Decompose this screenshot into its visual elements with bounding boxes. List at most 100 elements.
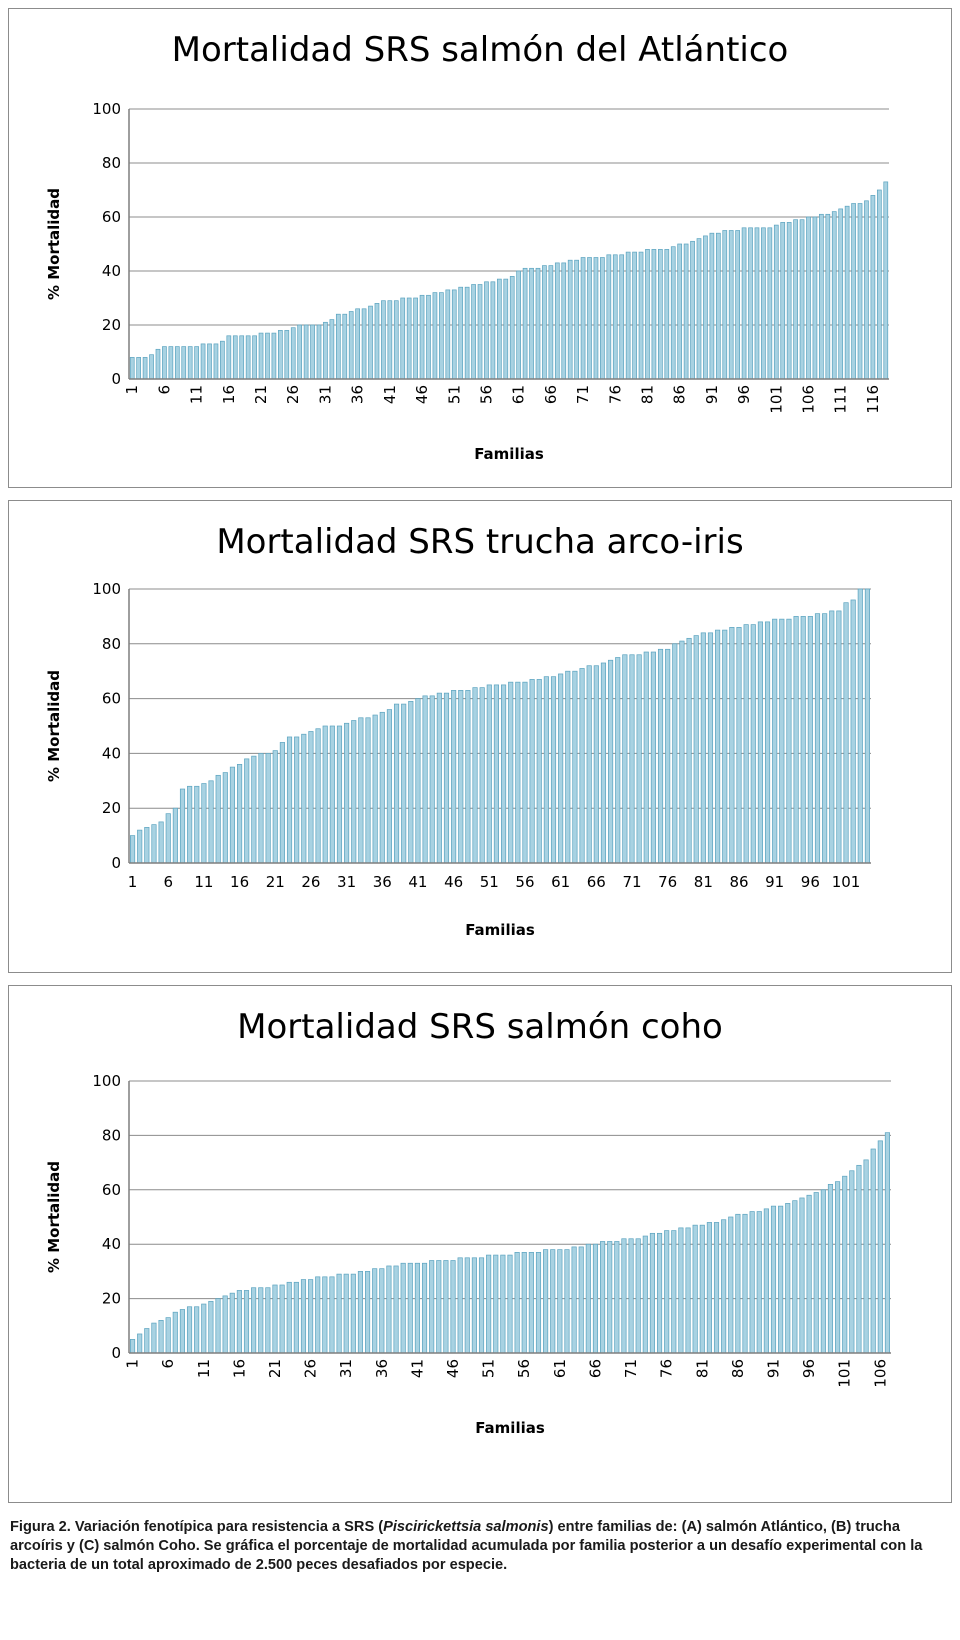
bar bbox=[243, 1290, 250, 1354]
bar bbox=[561, 262, 567, 380]
bar bbox=[625, 251, 631, 380]
bar bbox=[429, 1260, 435, 1354]
bar bbox=[387, 300, 393, 380]
bar bbox=[208, 780, 214, 864]
y-axis-label: % Mortalidad bbox=[45, 188, 63, 300]
y-axis-label: % Mortalidad bbox=[45, 670, 63, 782]
bar bbox=[316, 324, 322, 380]
bar bbox=[419, 294, 425, 380]
bar bbox=[750, 624, 756, 864]
bar bbox=[458, 690, 464, 864]
x-tick-label: 81 bbox=[693, 1359, 711, 1378]
bar bbox=[400, 1262, 406, 1354]
bar bbox=[843, 602, 849, 864]
x-tick-label: 91 bbox=[764, 1359, 782, 1378]
bar bbox=[187, 785, 193, 864]
bar bbox=[215, 1298, 221, 1354]
bar bbox=[443, 692, 450, 864]
bar bbox=[286, 736, 293, 864]
x-tick-label: 6 bbox=[155, 385, 173, 395]
bar bbox=[819, 213, 824, 380]
x-tick-label: 36 bbox=[373, 1359, 391, 1378]
bar bbox=[278, 330, 283, 380]
bar bbox=[265, 1287, 271, 1354]
bar bbox=[522, 267, 528, 380]
bar bbox=[664, 1230, 670, 1354]
bar bbox=[593, 665, 599, 864]
bar bbox=[683, 243, 689, 380]
bar bbox=[608, 659, 614, 864]
bar bbox=[806, 1194, 812, 1354]
bar bbox=[129, 357, 135, 380]
x-tick-label: 21 bbox=[252, 385, 270, 404]
x-tick-label: 6 bbox=[159, 1359, 177, 1369]
bar bbox=[521, 1252, 527, 1354]
bar bbox=[168, 346, 174, 380]
bar bbox=[722, 629, 728, 864]
bar bbox=[842, 1175, 848, 1354]
bar bbox=[406, 297, 412, 380]
bar bbox=[508, 681, 514, 864]
bar bbox=[565, 670, 571, 864]
bar bbox=[772, 618, 778, 864]
bar bbox=[220, 340, 225, 380]
bar bbox=[814, 613, 821, 864]
bar bbox=[215, 774, 221, 864]
bar bbox=[564, 1249, 570, 1354]
bar bbox=[172, 807, 178, 864]
bar bbox=[557, 1249, 563, 1354]
bar bbox=[756, 1211, 762, 1354]
bar bbox=[342, 313, 348, 380]
bar bbox=[181, 346, 187, 380]
chart-title: Mortalidad SRS trucha arco-iris bbox=[216, 522, 743, 562]
bar bbox=[650, 651, 656, 864]
bar bbox=[484, 281, 489, 380]
bar bbox=[258, 332, 264, 380]
bar bbox=[415, 698, 421, 864]
bar bbox=[536, 679, 542, 864]
bar bbox=[421, 1262, 428, 1354]
x-tick-label: 61 bbox=[551, 873, 570, 891]
bar bbox=[490, 281, 496, 380]
bar bbox=[194, 785, 200, 864]
bar bbox=[158, 821, 164, 864]
x-tick-label: 116 bbox=[864, 385, 882, 414]
bar bbox=[179, 1309, 185, 1354]
bar bbox=[656, 1232, 663, 1354]
bar bbox=[137, 1333, 143, 1354]
x-tick-label: 66 bbox=[542, 385, 560, 404]
x-tick-label: 101 bbox=[767, 385, 785, 414]
bar bbox=[381, 300, 386, 380]
bar bbox=[799, 219, 805, 380]
bar bbox=[550, 676, 557, 864]
bar bbox=[226, 335, 232, 380]
x-tick-label: 86 bbox=[729, 1359, 747, 1378]
bar bbox=[239, 335, 245, 380]
bar bbox=[607, 1241, 613, 1354]
bar bbox=[222, 1295, 228, 1354]
x-tick-label: 96 bbox=[735, 385, 753, 404]
bar bbox=[585, 1243, 591, 1354]
bar bbox=[692, 1224, 698, 1354]
bar bbox=[496, 278, 502, 380]
bar bbox=[413, 297, 418, 380]
bar bbox=[690, 240, 695, 380]
bar bbox=[213, 343, 219, 380]
y-tick-label: 100 bbox=[92, 100, 121, 118]
chart-rainbow-trout: Mortalidad SRS trucha arco-iris 0 20 40 60 80… bbox=[45, 522, 871, 939]
x-tick-label: 21 bbox=[266, 873, 285, 891]
bar bbox=[493, 684, 499, 864]
bar bbox=[677, 243, 683, 380]
x-tick-label: 31 bbox=[337, 1359, 355, 1378]
bar bbox=[315, 1276, 321, 1354]
bar bbox=[252, 335, 257, 380]
bar bbox=[686, 637, 692, 864]
bar bbox=[472, 687, 478, 864]
bar bbox=[543, 676, 549, 864]
bar bbox=[619, 254, 625, 380]
x-tick-label: 91 bbox=[703, 385, 721, 404]
bar bbox=[284, 330, 290, 380]
bar bbox=[237, 764, 243, 864]
bar bbox=[479, 687, 485, 864]
bar bbox=[849, 1170, 855, 1354]
